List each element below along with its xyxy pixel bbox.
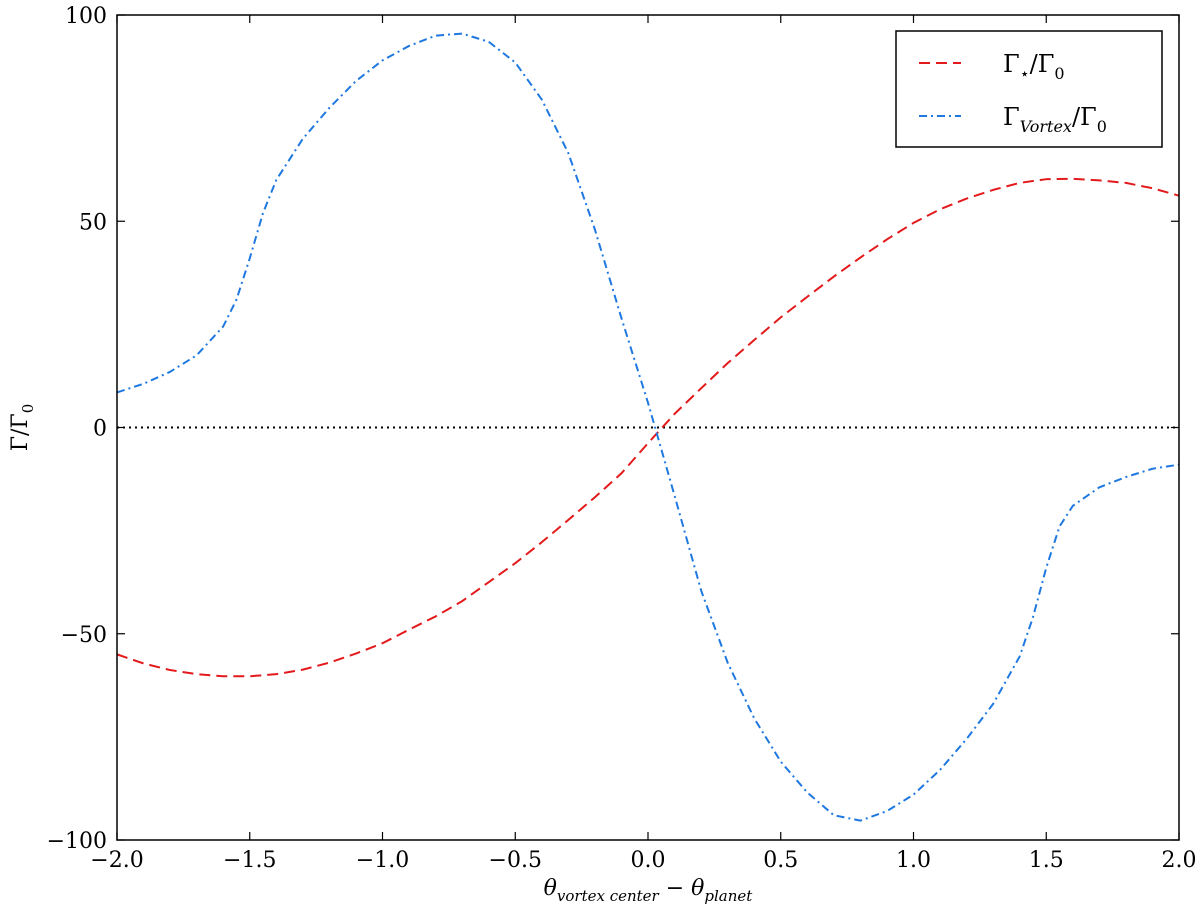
x-tick-label: −1.5 xyxy=(223,848,276,873)
plot-layer xyxy=(116,32,1180,822)
x-tick-label: −1.0 xyxy=(356,848,409,873)
legend-label-gamma-vortex: ΓVortex/Γ0 xyxy=(1003,103,1107,136)
x-tick-label: 0.0 xyxy=(631,848,666,873)
ticks-layer: −2.0 −1.5 −1.0 −0.5 0.0 0.5 1.0 1.5 2.0 −100 −50 0 5… xyxy=(47,4,1197,873)
y-tick-label: 50 xyxy=(79,210,107,235)
y-tick-label: −100 xyxy=(47,829,107,854)
series-line-1 xyxy=(116,32,1180,822)
legend-box xyxy=(895,30,1163,148)
legend: Γ⋆/Γ0 ΓVortex/Γ0 xyxy=(895,30,1163,148)
x-axis-label: θvortex center − θplanet xyxy=(544,876,754,905)
y-tick-label: −50 xyxy=(61,623,107,648)
x-tick-label: −2.0 xyxy=(90,848,143,873)
x-tick-label: 2.0 xyxy=(1162,848,1197,873)
y-axis-label: Γ/Γ0 xyxy=(8,404,37,452)
y-tick-label: 100 xyxy=(65,4,107,29)
legend-label-gamma-star: Γ⋆/Γ0 xyxy=(1003,50,1065,83)
x-tick-label: −0.5 xyxy=(489,848,542,873)
y-tick-label: 0 xyxy=(93,417,107,442)
series-line-0 xyxy=(116,177,1180,678)
x-tick-label: 1.5 xyxy=(1029,848,1064,873)
x-tick-label: 0.5 xyxy=(763,848,798,873)
x-tick-label: 1.0 xyxy=(896,848,931,873)
